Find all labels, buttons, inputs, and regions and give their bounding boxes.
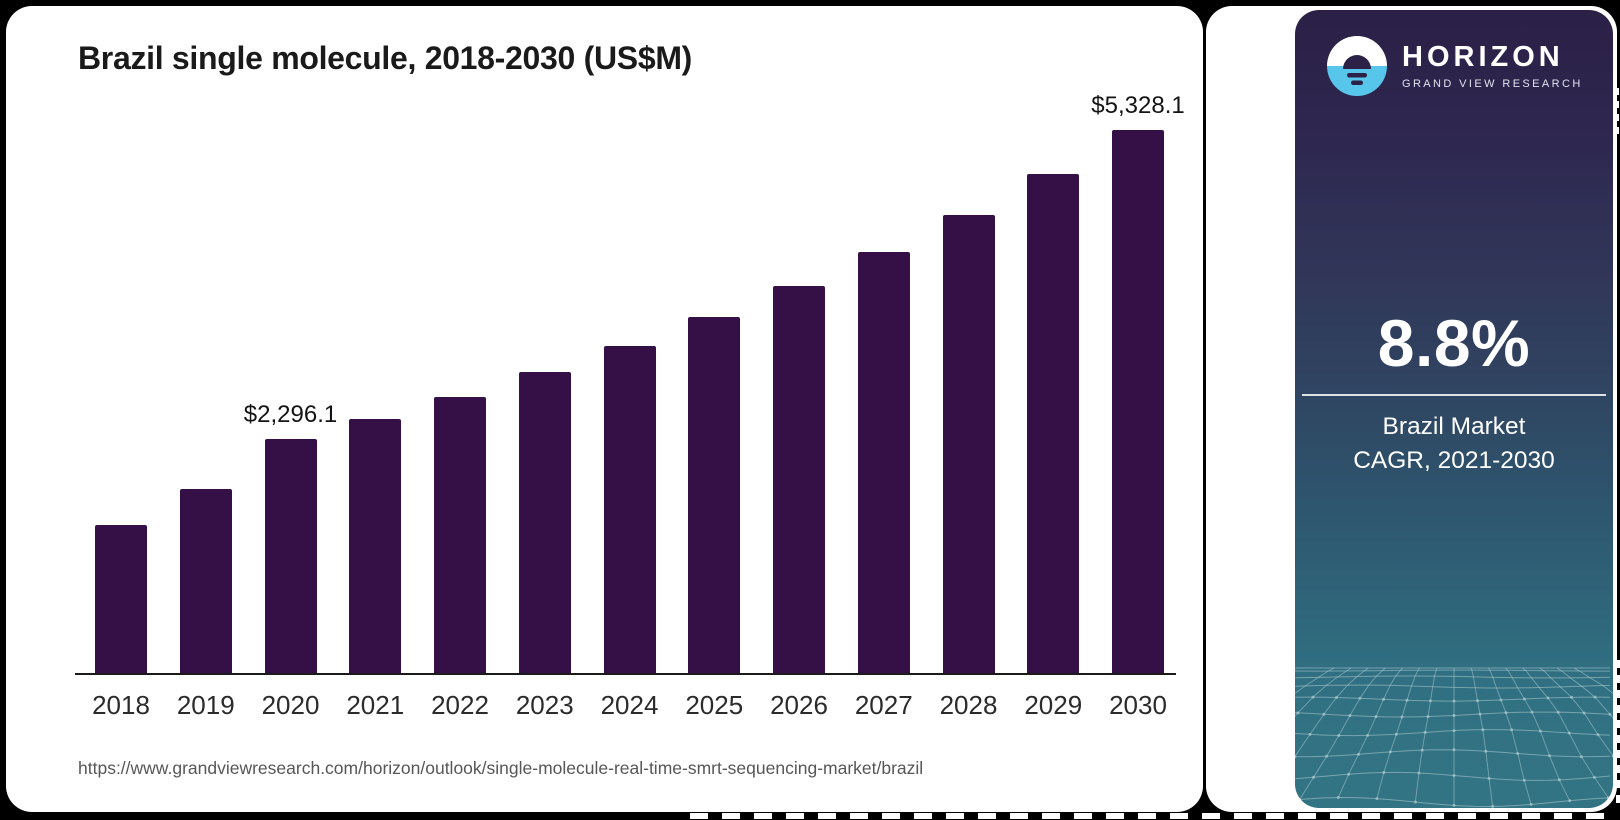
horizon-logo-icon bbox=[1327, 36, 1387, 96]
sidebar-panel: HORIZON GRAND VIEW RESEARCH 8.8% Brazil … bbox=[1295, 10, 1613, 808]
x-axis-label-2028: 2028 bbox=[939, 690, 998, 720]
brand-block: HORIZON GRAND VIEW RESEARCH bbox=[1327, 36, 1583, 96]
x-axis-label-2019: 2019 bbox=[176, 690, 235, 720]
bar-2026 bbox=[773, 285, 825, 673]
bar-2024 bbox=[603, 346, 656, 673]
x-axis-label-2018: 2018 bbox=[92, 690, 150, 720]
bar-2027 bbox=[857, 251, 910, 673]
bar-2020 bbox=[264, 439, 317, 673]
x-axis-label-2026: 2026 bbox=[770, 690, 828, 720]
bar-2021 bbox=[349, 419, 402, 673]
right-dash-decoration bbox=[1614, 88, 1619, 138]
bar-2025 bbox=[688, 317, 741, 673]
x-axis-line bbox=[75, 673, 1176, 675]
brand-text: HORIZON GRAND VIEW RESEARCH bbox=[1402, 41, 1583, 90]
stat-label-line1: Brazil Market bbox=[1382, 413, 1526, 440]
x-axis-label-2020: 2020 bbox=[261, 690, 320, 720]
chart-card: Brazil single molecule, 2018-2030 (US$M)… bbox=[6, 6, 1203, 812]
x-axis-label-2022: 2022 bbox=[431, 690, 489, 720]
bar-2030 bbox=[1112, 130, 1164, 673]
stat-value: 8.8% bbox=[1377, 306, 1531, 380]
data-label-2020: $2,296.1 bbox=[243, 401, 338, 429]
bar-2028 bbox=[942, 214, 995, 673]
x-axis-label-2021: 2021 bbox=[346, 690, 405, 720]
x-axis-labels: 2018 2019 2020 2021 2022 2023 2024 2025 2026 2027… bbox=[75, 690, 1176, 722]
wireframe-mesh-graphic bbox=[1295, 662, 1613, 808]
bar-2018 bbox=[95, 525, 147, 673]
x-axis-label-2030: 2030 bbox=[1109, 690, 1167, 720]
x-axis-label-2029: 2029 bbox=[1024, 690, 1083, 720]
x-axis-label-2024: 2024 bbox=[600, 690, 659, 720]
bar-2029 bbox=[1027, 174, 1080, 673]
bar-2023 bbox=[518, 372, 571, 673]
stat-label-line2: CAGR, 2021-2030 bbox=[1353, 447, 1555, 474]
plot-area: $2,296.1 $5,328.1 bbox=[75, 92, 1185, 673]
stat-block: 8.8% Brazil Market CAGR, 2021-2030 bbox=[1295, 310, 1613, 478]
page-title: Brazil single molecule, 2018-2030 (US$M) bbox=[78, 40, 693, 76]
bar-2019 bbox=[179, 489, 232, 673]
brand-name: HORIZON bbox=[1402, 41, 1564, 74]
data-label-2030: $5,328.1 bbox=[1091, 92, 1185, 120]
bar-2022 bbox=[434, 396, 486, 673]
x-axis-label-2023: 2023 bbox=[515, 690, 574, 720]
brand-tagline: GRAND VIEW RESEARCH bbox=[1402, 77, 1583, 90]
bottom-dash-decoration bbox=[690, 813, 1618, 819]
right-dash-decoration-lower bbox=[1616, 660, 1620, 810]
x-axis-label-2025: 2025 bbox=[685, 690, 744, 720]
stat-divider bbox=[1302, 394, 1606, 396]
x-axis-label-2027: 2027 bbox=[854, 690, 913, 720]
sidebar-card: HORIZON GRAND VIEW RESEARCH 8.8% Brazil … bbox=[1206, 6, 1617, 812]
source-url: https://www.grandviewresearch.com/horizo… bbox=[78, 758, 924, 778]
